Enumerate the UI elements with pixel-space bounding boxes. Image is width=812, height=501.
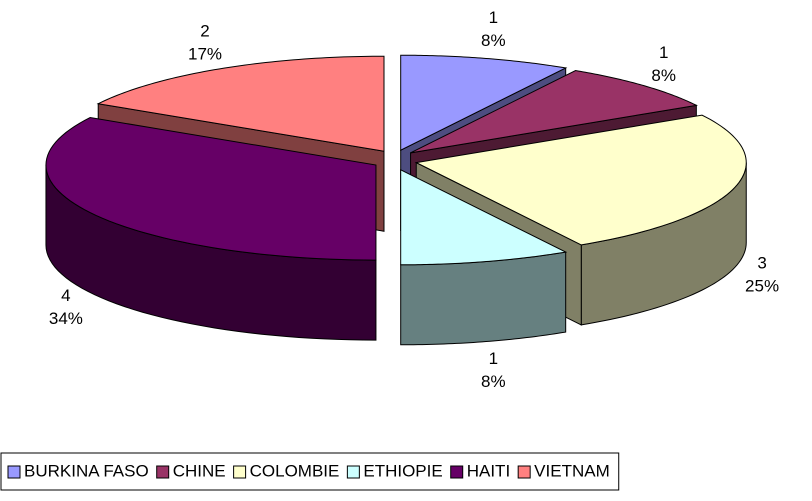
data-label: 1: [489, 349, 498, 368]
legend-label: BURKINA FASO: [24, 461, 149, 480]
legend-label: ETHIOPIE: [363, 461, 442, 480]
slice: [400, 168, 568, 266]
slice: [96, 55, 385, 152]
data-label: 1: [659, 43, 668, 62]
data-label: 2: [200, 22, 209, 41]
data-label: 8%: [651, 66, 676, 85]
legend-swatch: [346, 465, 360, 479]
slice-side: [400, 251, 567, 346]
legend-swatch: [233, 465, 247, 479]
data-label: 8%: [481, 372, 506, 391]
legend-swatch: [156, 465, 170, 479]
data-label: 17%: [188, 45, 222, 64]
data-label: 1: [489, 8, 498, 27]
slice: [410, 70, 698, 154]
data-label: 8%: [481, 31, 506, 50]
legend-swatch: [517, 465, 531, 479]
data-label: 4: [61, 286, 70, 305]
legend-label: VIETNAM: [534, 461, 610, 480]
legend: [0, 452, 620, 491]
data-label: 3: [757, 253, 766, 272]
slice: [400, 54, 568, 152]
legend-swatch: [7, 465, 21, 479]
legend-label: CHINE: [173, 461, 226, 480]
legend-label: COLOMBIE: [250, 461, 340, 480]
slice: [414, 114, 747, 246]
legend-label: HAITI: [467, 461, 510, 480]
legend-swatch: [450, 465, 464, 479]
data-label: 25%: [745, 276, 779, 295]
slice: [45, 117, 377, 261]
data-label: 34%: [49, 309, 83, 328]
